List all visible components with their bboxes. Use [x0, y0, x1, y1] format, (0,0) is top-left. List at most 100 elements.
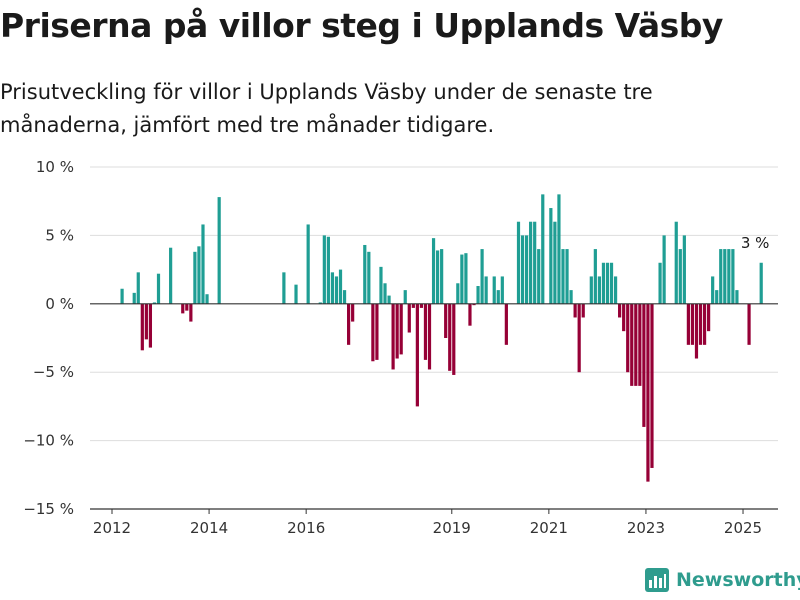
bar — [524, 235, 529, 304]
y-tick-label: 10 % — [36, 158, 74, 176]
bar — [367, 251, 371, 304]
bar — [581, 303, 585, 318]
bar — [460, 254, 464, 304]
bar — [415, 303, 419, 407]
newsworthy-logo: Newsworthy — [645, 568, 800, 592]
bar — [427, 303, 432, 370]
bar — [601, 262, 606, 304]
bar — [326, 236, 330, 304]
bar — [217, 197, 221, 304]
bar — [480, 249, 484, 304]
bar — [436, 250, 440, 304]
bar — [189, 303, 193, 322]
bar — [399, 303, 403, 355]
bar — [201, 224, 205, 304]
bar — [759, 262, 763, 304]
bar — [504, 303, 508, 345]
bar — [330, 272, 335, 304]
bar-chart: 10 %5 %0 %−5 %−10 %−15 % 2012 2014 2016 201… — [23, 158, 778, 537]
x-tick-label: 2014 — [190, 519, 228, 537]
bar — [448, 303, 452, 371]
bar — [169, 247, 173, 304]
y-tick-label: −5 % — [33, 363, 74, 381]
bar — [472, 303, 476, 306]
bar — [638, 303, 642, 386]
bar — [715, 290, 719, 304]
bar — [565, 249, 569, 304]
bar — [383, 283, 387, 304]
bar — [634, 303, 638, 386]
bar — [338, 269, 343, 304]
x-tick-label: 2023 — [627, 519, 665, 537]
y-tick-label: 0 % — [45, 295, 74, 313]
bar — [630, 303, 634, 386]
bar — [553, 221, 557, 304]
bar — [662, 235, 666, 304]
bar — [347, 303, 351, 345]
bar — [613, 276, 618, 304]
bar — [618, 303, 622, 318]
bars — [120, 194, 763, 482]
bar — [156, 273, 161, 304]
bar — [152, 302, 157, 304]
bar — [185, 303, 189, 311]
bar — [120, 288, 124, 304]
bar — [395, 303, 399, 359]
bar — [735, 290, 739, 304]
bar — [723, 249, 727, 304]
bar — [642, 303, 646, 427]
bar — [205, 294, 209, 304]
bar — [282, 272, 286, 304]
bar — [419, 303, 424, 308]
bar — [468, 303, 472, 326]
bar — [306, 224, 310, 304]
bar — [690, 303, 695, 345]
chart-subtitle: Prisutveckling för villor i Upplands Väs… — [0, 80, 653, 137]
bar — [132, 292, 136, 304]
bar — [573, 303, 577, 318]
bar — [411, 303, 415, 308]
bar — [181, 303, 185, 314]
last-value-label: 3 % — [741, 234, 770, 252]
y-tick-label: −15 % — [23, 500, 74, 518]
bar — [597, 276, 601, 304]
bar — [452, 303, 456, 375]
bar — [678, 249, 682, 304]
bar — [464, 253, 468, 304]
x-tick-label: 2019 — [433, 519, 471, 537]
bar — [698, 303, 703, 345]
bar — [711, 276, 715, 304]
bar — [549, 208, 553, 304]
x-tick-label: 2016 — [287, 519, 325, 537]
bar — [500, 276, 504, 304]
bar — [658, 262, 662, 304]
bar — [431, 238, 436, 304]
bar — [144, 303, 148, 340]
bar — [561, 249, 565, 304]
annotations: 3 % — [741, 234, 770, 252]
bar — [516, 221, 521, 304]
x-tick-label: 2021 — [530, 519, 568, 537]
bar — [351, 303, 355, 322]
bar — [520, 235, 525, 304]
bar — [318, 302, 322, 304]
bar — [650, 303, 654, 468]
bar — [423, 303, 428, 360]
bar — [193, 251, 197, 304]
bar — [387, 295, 391, 304]
bar — [605, 262, 610, 304]
x-tick-label: 2025 — [724, 519, 762, 537]
chart-title: Priserna på villor steg i Upplands Väsby — [0, 6, 723, 45]
bar — [577, 303, 581, 373]
bar — [379, 266, 383, 304]
newsworthy-logo-icon — [645, 568, 669, 592]
bar — [626, 303, 630, 373]
bar — [537, 249, 541, 304]
bar — [731, 249, 735, 304]
bar — [557, 194, 561, 304]
bar — [391, 303, 395, 370]
bar — [407, 303, 411, 333]
bar — [342, 290, 347, 304]
bar — [492, 276, 496, 304]
bar — [702, 303, 707, 345]
